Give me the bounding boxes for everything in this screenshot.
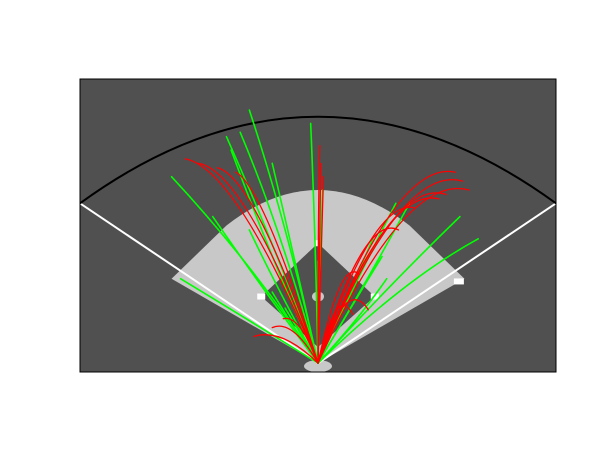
- trajectory-hit-19: [317, 255, 383, 364]
- trajectory-out-2: [198, 162, 319, 364]
- trajectory-out-19: [271, 325, 319, 364]
- bullpen-marker: [453, 278, 464, 285]
- trajectory-layer: [170, 109, 479, 364]
- trajectory-out-7: [317, 176, 325, 364]
- base-3: [257, 293, 266, 300]
- trajectory-out-18: [282, 317, 319, 364]
- trajectory-hit-6: [211, 215, 319, 364]
- trajectory-hit-21: [317, 277, 388, 364]
- outfield-wall: [80, 115, 556, 205]
- trajectory-out-14: [317, 227, 400, 364]
- trajectory-out-12: [317, 197, 440, 364]
- trajectory-out-3: [216, 167, 319, 364]
- trajectory-out-17: [317, 304, 354, 364]
- trajectory-out-4: [234, 171, 319, 364]
- trajectory-hit-8: [179, 277, 319, 364]
- trajectory-out-10: [317, 187, 470, 364]
- trajectory-hit-18: [317, 238, 479, 364]
- plot-frame: [79, 78, 557, 373]
- trajectory-hit-11: [271, 162, 319, 364]
- trajectory-out-20: [253, 334, 319, 364]
- trajectory-out-1: [184, 158, 319, 364]
- home-plate-area: [304, 360, 332, 372]
- right-foul-line: [317, 202, 556, 364]
- trajectory-hit-5: [239, 131, 319, 364]
